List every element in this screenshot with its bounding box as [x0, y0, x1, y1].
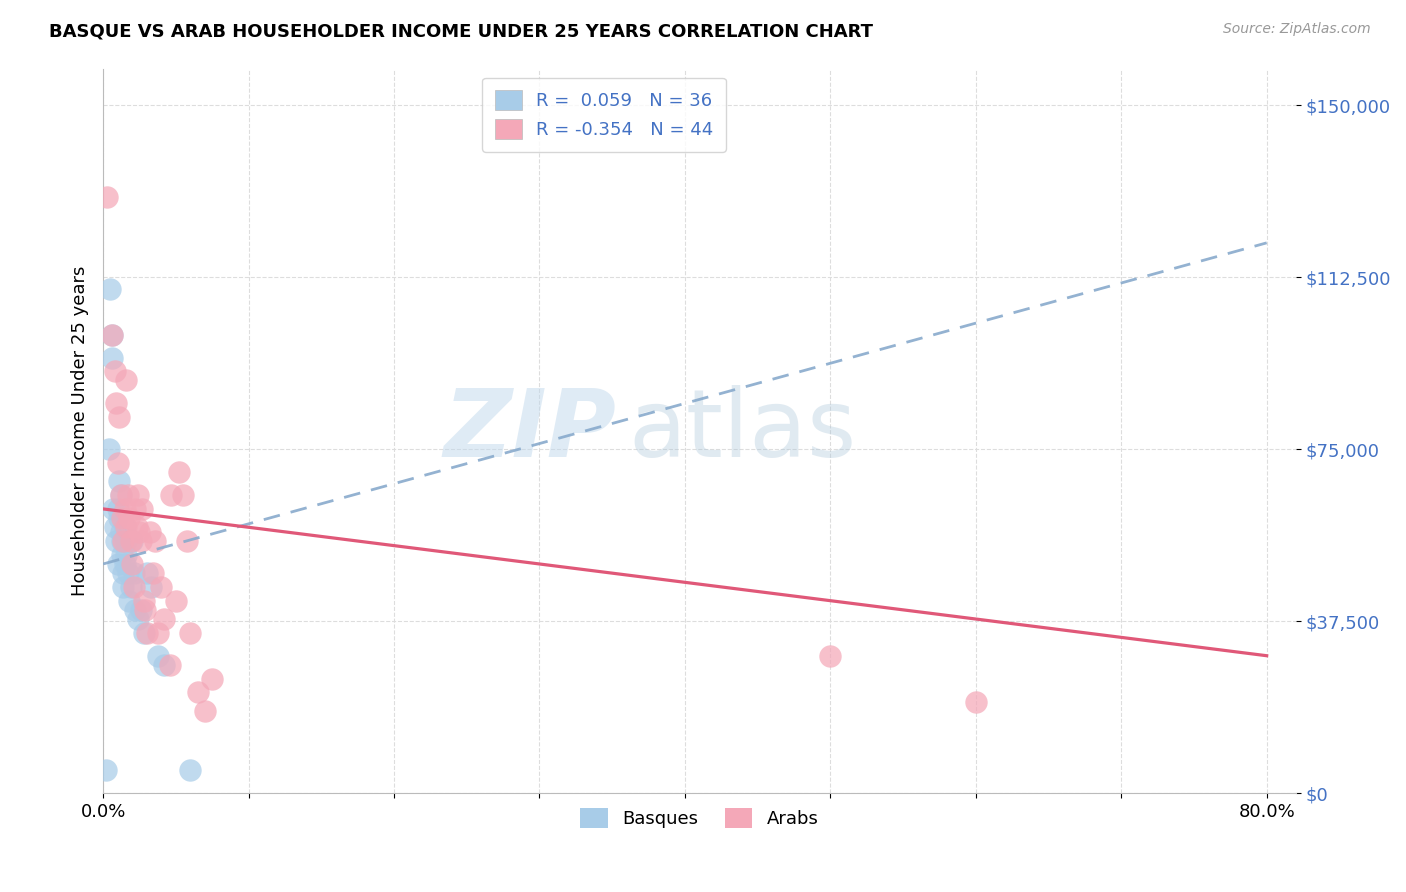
Point [96, 190, 118, 204]
Point [97, 442, 120, 457]
Point [101, 327, 124, 342]
Point [159, 657, 181, 672]
Text: atlas: atlas [628, 385, 856, 477]
Point [110, 524, 132, 539]
Point [138, 524, 160, 539]
Point [94, 764, 117, 778]
Point [135, 625, 157, 640]
Point [124, 603, 146, 617]
Point [114, 557, 136, 571]
Point [148, 648, 170, 663]
Point [820, 648, 842, 663]
Point [153, 657, 176, 672]
Point [104, 520, 127, 534]
Point [132, 625, 155, 640]
Text: ZIP: ZIP [443, 385, 616, 477]
Point [127, 488, 149, 502]
Point [111, 534, 134, 549]
Point [101, 351, 124, 365]
Point [179, 625, 201, 640]
Point [115, 374, 138, 388]
Point [104, 364, 127, 378]
Point [120, 534, 142, 549]
Point [201, 672, 224, 686]
Point [115, 534, 138, 549]
Point [107, 557, 129, 571]
Point [107, 502, 129, 516]
Point [124, 502, 146, 516]
Point [128, 524, 150, 539]
Point [110, 488, 132, 502]
Text: Source: ZipAtlas.com: Source: ZipAtlas.com [1223, 22, 1371, 37]
Point [107, 456, 129, 470]
Point [122, 566, 145, 581]
Point [114, 502, 136, 516]
Point [153, 612, 176, 626]
Point [112, 534, 135, 549]
Point [179, 764, 201, 778]
Point [118, 593, 141, 607]
Point [167, 465, 190, 479]
Point [112, 566, 135, 581]
Point [134, 603, 156, 617]
Point [112, 580, 135, 594]
Point [145, 534, 167, 549]
Text: BASQUE VS ARAB HOUSEHOLDER INCOME UNDER 25 YEARS CORRELATION CHART: BASQUE VS ARAB HOUSEHOLDER INCOME UNDER … [49, 22, 873, 40]
Point [131, 502, 153, 516]
Point [165, 593, 187, 607]
Point [148, 625, 170, 640]
Point [105, 534, 128, 549]
Point [132, 593, 155, 607]
Point [117, 488, 139, 502]
Point [150, 580, 173, 594]
Point [121, 557, 143, 571]
Point [101, 327, 124, 342]
Legend: Basques, Arabs: Basques, Arabs [574, 801, 825, 835]
Point [108, 511, 131, 525]
Point [108, 410, 131, 425]
Point [135, 566, 157, 581]
Point [129, 534, 152, 549]
Y-axis label: Householder Income Under 25 years: Householder Income Under 25 years [72, 266, 89, 596]
Point [103, 502, 125, 516]
Point [108, 475, 131, 489]
Point [100, 282, 122, 296]
Point [129, 603, 152, 617]
Point [194, 704, 217, 718]
Point [172, 488, 194, 502]
Point [117, 566, 139, 581]
Point [125, 520, 148, 534]
Point [160, 488, 183, 502]
Point [115, 520, 138, 534]
Point [111, 548, 134, 562]
Point [114, 520, 136, 534]
Point [121, 534, 143, 549]
Point [105, 396, 128, 410]
Point [187, 685, 209, 699]
Point [122, 580, 145, 594]
Point [142, 566, 165, 581]
Point [110, 488, 132, 502]
Point [965, 695, 987, 709]
Point [139, 580, 162, 594]
Point [127, 612, 149, 626]
Point [115, 548, 138, 562]
Point [118, 511, 141, 525]
Point [120, 580, 142, 594]
Point [111, 511, 134, 525]
Point [176, 534, 198, 549]
